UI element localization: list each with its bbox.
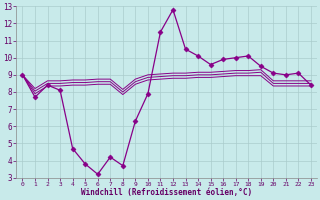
X-axis label: Windchill (Refroidissement éolien,°C): Windchill (Refroidissement éolien,°C) (81, 188, 252, 197)
